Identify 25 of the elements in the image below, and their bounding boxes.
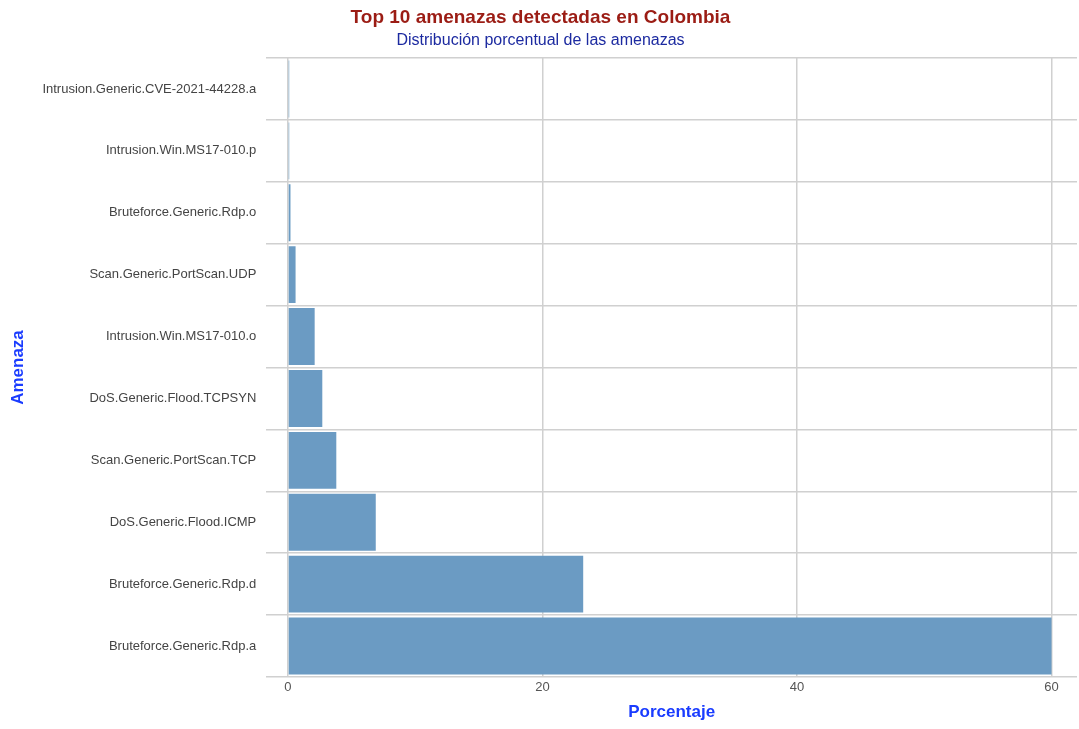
bar: [288, 369, 323, 427]
x-tick-label: 60: [1044, 679, 1059, 695]
bar: [288, 246, 296, 304]
x-axis-title: Porcentaje: [628, 702, 716, 722]
bar: [288, 431, 337, 489]
x-tick-label: 40: [789, 679, 805, 695]
bar: [288, 617, 1052, 675]
y-tick-label: Scan.Generic.PortScan.UDP: [89, 266, 257, 282]
bar: [288, 555, 584, 613]
x-tick-label: 0: [284, 679, 292, 695]
y-tick-label: Bruteforce.Generic.Rdp.o: [108, 204, 257, 220]
y-tick-label: Bruteforce.Generic.Rdp.d: [108, 575, 257, 591]
chart-title: Top 10 amenazas detectadas en Colombia: [350, 5, 731, 27]
bar: [288, 493, 376, 551]
y-axis-title: Amenaza: [7, 329, 27, 405]
x-tick-label: 20: [535, 679, 550, 695]
y-tick-label: Intrusion.Generic.CVE-2021-44228.a: [42, 80, 258, 96]
bar: [288, 308, 315, 366]
y-tick-label: DoS.Generic.Flood.ICMP: [109, 513, 257, 529]
chart-subtitle: Distribución porcentual de las amenazas: [396, 30, 685, 48]
y-tick-label: Scan.Generic.PortScan.TCP: [90, 451, 257, 467]
y-tick-label: Intrusion.Win.MS17-010.p: [106, 142, 257, 158]
y-tick-label: Intrusion.Win.MS17-010.o: [106, 328, 257, 344]
y-tick-label: DoS.Generic.Flood.TCPSYN: [89, 390, 257, 406]
y-tick-label: Bruteforce.Generic.Rdp.a: [108, 637, 258, 653]
